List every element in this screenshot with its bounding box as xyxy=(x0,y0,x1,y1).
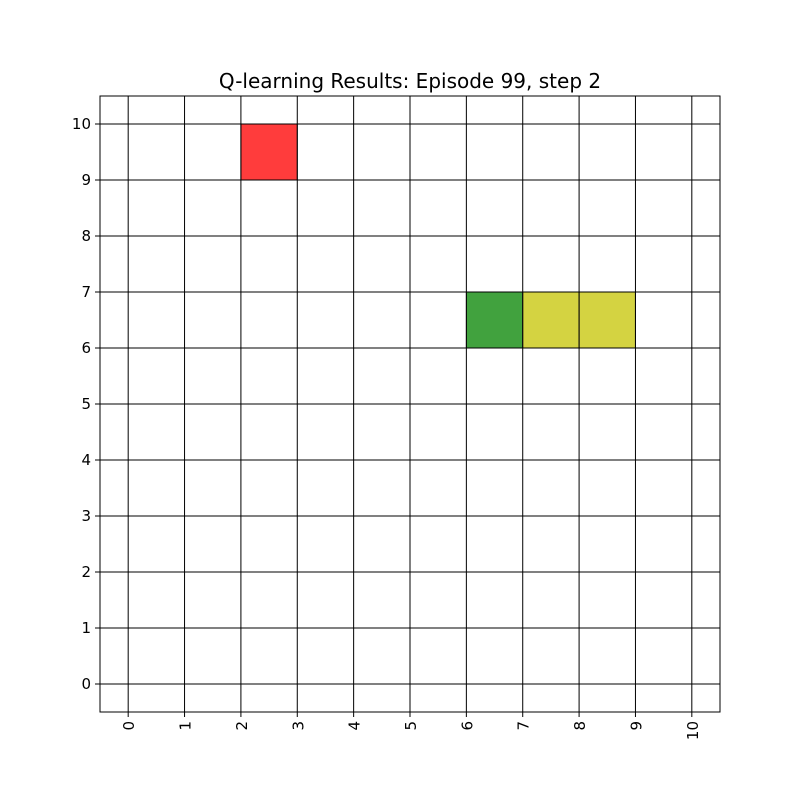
y-tick-label-3: 3 xyxy=(81,507,91,525)
x-tick-label-5: 5 xyxy=(402,721,420,731)
y-tick-label-2: 2 xyxy=(81,563,91,581)
x-tick-label-7: 7 xyxy=(515,721,533,731)
x-tick-label-8: 8 xyxy=(571,721,589,731)
y-tick-label-9: 9 xyxy=(81,171,91,189)
grid-cell-1 xyxy=(465,291,524,349)
x-tick-label-9: 9 xyxy=(627,721,645,731)
plot-frame xyxy=(99,95,721,713)
x-tick-label-4: 4 xyxy=(346,721,364,731)
y-tick-label-10: 10 xyxy=(72,115,91,133)
y-tick-label-7: 7 xyxy=(81,283,91,301)
y-tick-label-5: 5 xyxy=(81,395,91,413)
x-tick-label-3: 3 xyxy=(289,721,307,731)
x-tick-label-10: 10 xyxy=(684,721,702,740)
x-tick-label-2: 2 xyxy=(233,721,251,731)
x-tick-label-1: 1 xyxy=(177,721,195,731)
x-tick-label-6: 6 xyxy=(458,721,476,731)
grid-cell-0 xyxy=(240,123,298,181)
y-tick-label-8: 8 xyxy=(81,227,91,245)
y-axis-ticks: 0 1 2 3 4 5 6 7 8 9 10 xyxy=(72,115,100,693)
x-axis-ticks: 0 1 2 3 4 5 6 7 8 9 10 xyxy=(120,712,702,740)
grid-cell-2 xyxy=(522,291,580,349)
y-tick-label-4: 4 xyxy=(81,451,91,469)
y-tick-label-0: 0 xyxy=(81,675,91,693)
grid-layer xyxy=(100,96,720,712)
y-tick-label-6: 6 xyxy=(81,339,91,357)
chart-title: Q-learning Results: Episode 99, step 2 xyxy=(219,69,601,93)
x-tick-label-0: 0 xyxy=(120,721,138,731)
grid-cell-3 xyxy=(578,291,636,349)
y-tick-label-1: 1 xyxy=(81,619,91,637)
